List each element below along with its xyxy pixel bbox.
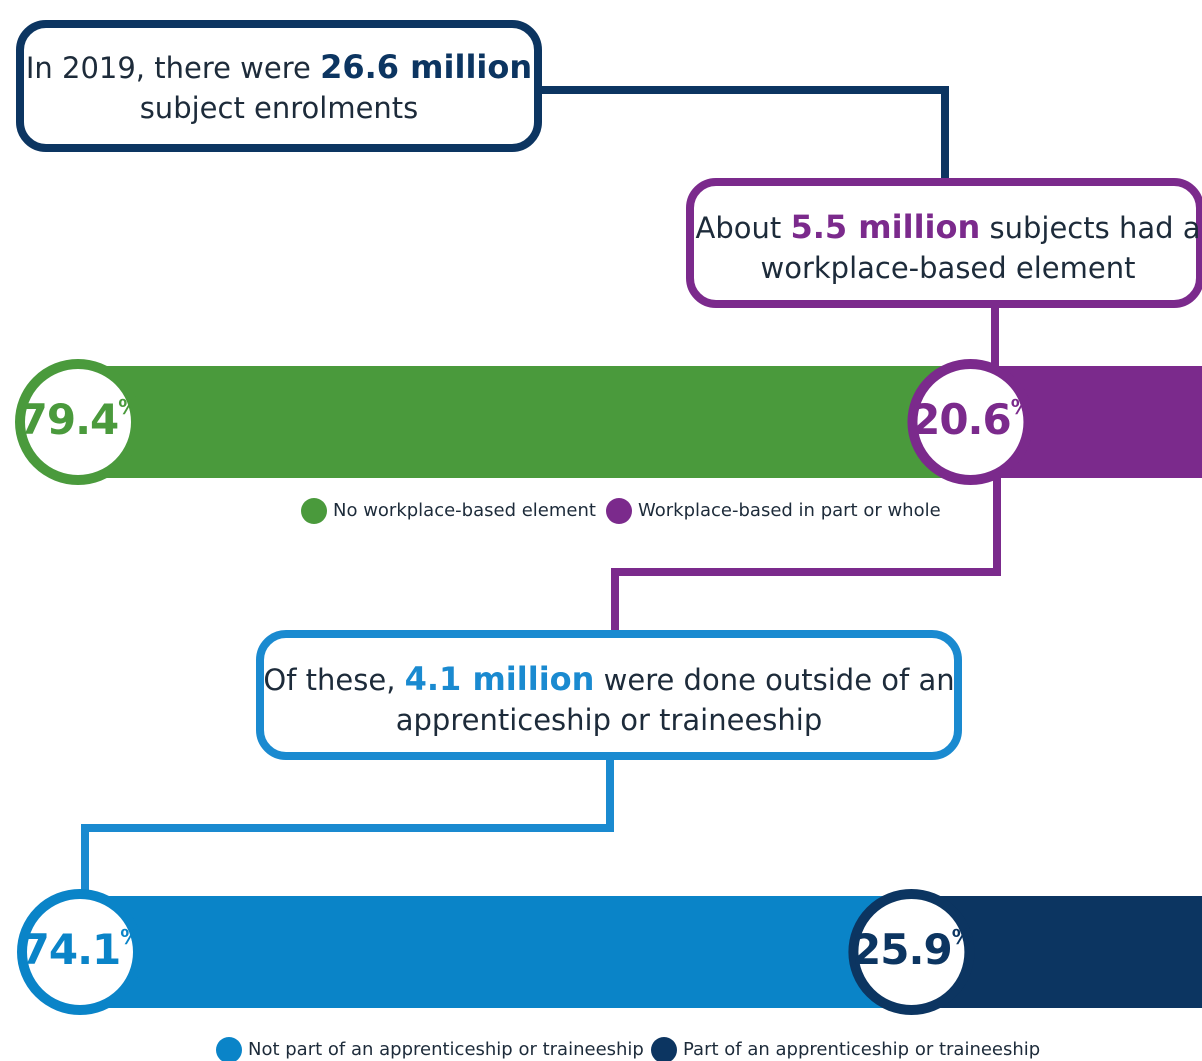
callout-highlight: 5.5 million — [790, 208, 980, 246]
value-badge — [848, 889, 975, 1015]
legend-swatch — [606, 498, 632, 524]
value-label: 79.4% — [19, 395, 139, 444]
legend-swatch — [301, 498, 327, 524]
value-label: 25.9% — [852, 925, 972, 974]
legend-label: Part of an apprenticeship or traineeship — [683, 1039, 1040, 1060]
value-badge — [15, 359, 141, 485]
legend-label: No workplace-based element — [333, 500, 596, 521]
connectors — [81, 86, 1001, 900]
connector — [81, 755, 614, 900]
value-label: 20.6% — [911, 395, 1031, 444]
callout-part: subjects had a — [980, 211, 1200, 245]
callout-text: workplace-based element — [760, 251, 1135, 285]
callout-box — [686, 178, 1202, 308]
bars: 79.4% 20.6% 74.1% 25.9% — [15, 359, 1202, 1015]
legend-label: Workplace-based in part or whole — [638, 500, 941, 521]
callout-text: subject enrolments — [140, 91, 419, 125]
value-label: 74.1% — [21, 925, 141, 974]
callout-highlight: 4.1 million — [405, 660, 595, 698]
bar-segment — [78, 366, 971, 478]
callout-text: About 5.5 million subjects had a — [696, 208, 1201, 246]
callout-highlight: 26.6 million — [320, 48, 532, 86]
callout-part: were done outside of an — [594, 663, 954, 697]
legend-swatch — [216, 1037, 242, 1061]
value-badge — [17, 889, 143, 1015]
callout-part: Of these, — [263, 663, 404, 697]
callout-part: In 2019, there were — [26, 51, 320, 85]
callout-text: apprenticeship or traineeship — [396, 703, 823, 737]
callout-box — [256, 630, 962, 760]
connector — [611, 470, 1001, 636]
legend-label: Not part of an apprenticeship or trainee… — [248, 1039, 644, 1060]
callout-box — [16, 20, 542, 152]
callout-text: In 2019, there were 26.6 million — [26, 48, 532, 86]
connector — [540, 86, 949, 185]
value-badge — [907, 359, 1034, 485]
legend-swatch — [651, 1037, 677, 1061]
callout-text: Of these, 4.1 million were done outside … — [263, 660, 954, 698]
callout-part: About — [696, 211, 791, 245]
bar-segment — [80, 896, 912, 1008]
